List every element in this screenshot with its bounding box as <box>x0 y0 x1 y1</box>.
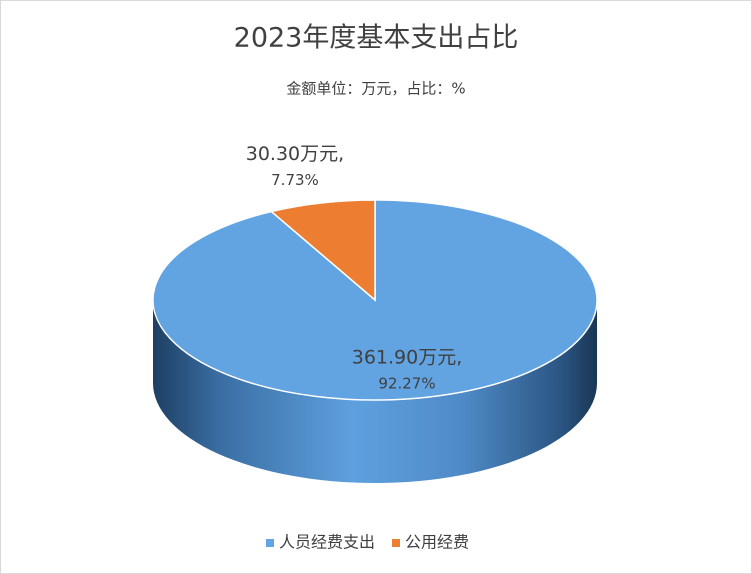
value-label: 361.90万元, <box>352 347 463 369</box>
legend-swatch <box>266 539 274 547</box>
value-label: 30.30万元, <box>246 143 344 165</box>
percent-label: 7.73% <box>271 171 319 189</box>
legend-label: 人员经费支出 <box>279 533 375 552</box>
plot: 361.90万元, 92.27% 30.30万元, 7.73% <box>152 143 598 483</box>
legend-swatch <box>392 539 400 547</box>
chart-title: 2023年度基本支出占比 <box>234 23 519 54</box>
pie-side <box>153 300 597 483</box>
legend-label: 公用经费 <box>405 533 469 552</box>
percent-label: 92.27% <box>378 375 435 393</box>
legend: 人员经费支出 公用经费 <box>266 533 469 552</box>
chart-subtitle: 金额单位：万元，占比：% <box>286 80 465 98</box>
pie-slice <box>269 199 376 302</box>
